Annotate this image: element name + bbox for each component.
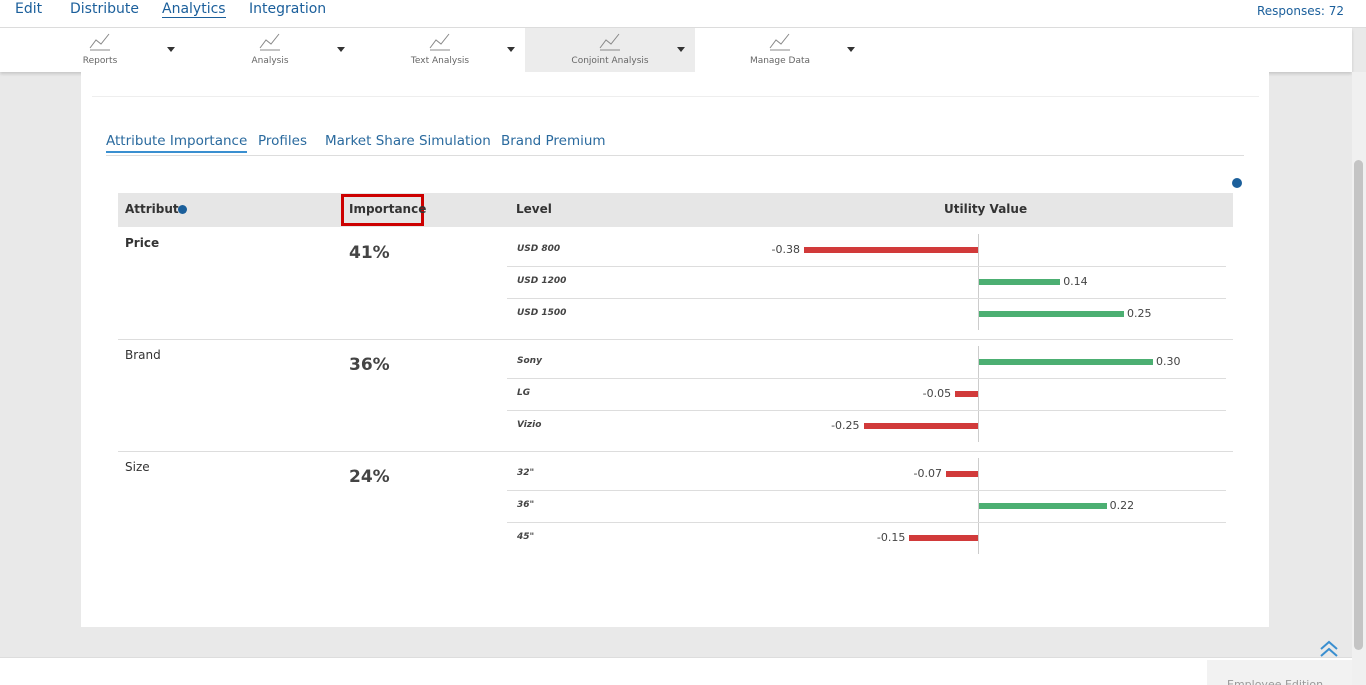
utility-bar	[955, 391, 978, 397]
dropdown-caret[interactable]	[677, 47, 685, 52]
icon	[599, 33, 620, 51]
footer-text: Employee Edition	[1227, 678, 1324, 685]
level-name: USD 1500	[517, 308, 567, 318]
toolbar-item[interactable]: Conjoint Analysis	[525, 28, 695, 72]
chevron	[1320, 640, 1338, 657]
toolbar-icon	[768, 30, 792, 56]
toolbar-icon	[258, 30, 282, 56]
header-attribute: Attribute	[125, 202, 187, 216]
dropdown-caret[interactable]	[337, 47, 345, 52]
dropdown-caret[interactable]	[167, 47, 175, 52]
utility-bar	[945, 471, 978, 477]
level-name: Sony	[517, 356, 542, 366]
importance-value: 41%	[349, 243, 390, 263]
utility-label: 0.30	[1156, 355, 1181, 368]
footer-box: Employee Edition	[1207, 660, 1352, 685]
row-separator	[507, 410, 1226, 411]
help-icon[interactable]	[1232, 178, 1242, 188]
utility-label: 0.14	[1063, 275, 1088, 288]
toolbar-item[interactable]: Text Analysis	[355, 28, 525, 72]
utility-bar	[979, 311, 1124, 317]
toolbar-icon	[428, 30, 452, 56]
subtab[interactable]: Profiles	[258, 133, 308, 149]
group-separator	[118, 451, 1233, 452]
help-icon[interactable]	[178, 205, 187, 214]
subtab[interactable]: Market Share Simulation	[325, 133, 491, 149]
utility-label: -0.38	[771, 243, 800, 256]
utility-label: 0.22	[1109, 499, 1135, 512]
row-separator	[507, 490, 1226, 491]
toolbar-label: Analysis	[251, 56, 289, 66]
toolbar-icon	[598, 30, 622, 56]
row-separator	[507, 298, 1226, 299]
header-importance: Importance	[349, 202, 427, 216]
axis-line	[978, 234, 979, 330]
level-name: 36"	[517, 500, 535, 510]
importance-value: 36%	[349, 355, 390, 375]
utility-bar	[979, 359, 1153, 365]
attribute-name: Price	[125, 236, 160, 250]
nav-tab[interactable]: Analytics	[162, 1, 226, 18]
toolbar-label: Conjoint Analysis	[571, 56, 649, 66]
level-name: LG	[517, 388, 531, 398]
utility-label: -0.25	[831, 419, 860, 432]
toolbar-item[interactable]: Manage Data	[695, 28, 865, 72]
icon	[429, 33, 450, 51]
toolbar-icon	[88, 30, 112, 56]
importance-value: 24%	[349, 467, 390, 487]
attribute-name: Size	[125, 460, 150, 474]
nav-tab[interactable]: Edit	[15, 1, 43, 17]
utility-bar	[909, 535, 978, 541]
subtab-line	[106, 155, 1244, 156]
utility-bar	[863, 423, 978, 429]
nav-tab[interactable]: Integration	[249, 1, 327, 17]
level-name: Vizio	[517, 420, 542, 430]
divider	[92, 96, 1259, 97]
utility-label: 0.25	[1127, 307, 1152, 320]
toolbar-label: Manage Data	[749, 56, 811, 66]
header-utility: Utility Value	[944, 202, 1028, 216]
icon	[769, 33, 790, 51]
toolbar-item[interactable]: Reports	[15, 28, 185, 72]
attribute-name: Brand	[125, 348, 161, 362]
row-separator	[507, 266, 1226, 267]
panel	[81, 72, 1269, 627]
toolbar-label: Text Analysis	[410, 56, 470, 66]
level-name: 45"	[517, 532, 535, 542]
scrollbar-thumb	[1354, 160, 1363, 650]
level-name: 32"	[517, 468, 535, 478]
toolbar-item[interactable]: Analysis	[185, 28, 355, 72]
dropdown-caret[interactable]	[507, 47, 515, 52]
utility-label: -0.05	[922, 387, 952, 400]
header-level: Level	[516, 202, 552, 216]
row-separator	[507, 378, 1226, 379]
table-header	[118, 193, 1233, 227]
scroll-top-button[interactable]	[1319, 640, 1339, 663]
utility-bar	[804, 247, 978, 253]
axis-line	[978, 346, 979, 442]
toolbar-label: Reports	[82, 56, 118, 66]
level-name: USD 1200	[517, 276, 567, 286]
group-separator	[118, 339, 1233, 340]
subtab[interactable]: Brand Premium	[501, 133, 606, 149]
row-separator	[507, 522, 1226, 523]
utility-bar	[979, 279, 1061, 285]
subtab[interactable]: Attribute Importance	[106, 133, 248, 153]
utility-label: -0.15	[876, 531, 906, 544]
level-name: USD 800	[517, 244, 561, 254]
responses-count: Responses: 72	[1257, 4, 1345, 18]
axis-line	[978, 458, 979, 554]
importance-highlight	[341, 194, 424, 226]
top-nav	[0, 0, 1366, 28]
nav-tab[interactable]: Distribute	[70, 1, 139, 17]
bottom-bar	[0, 657, 1352, 685]
icon	[89, 33, 110, 51]
utility-bar	[979, 503, 1107, 509]
icon	[259, 33, 280, 51]
dropdown-caret[interactable]	[847, 47, 855, 52]
utility-label: -0.07	[913, 467, 942, 480]
